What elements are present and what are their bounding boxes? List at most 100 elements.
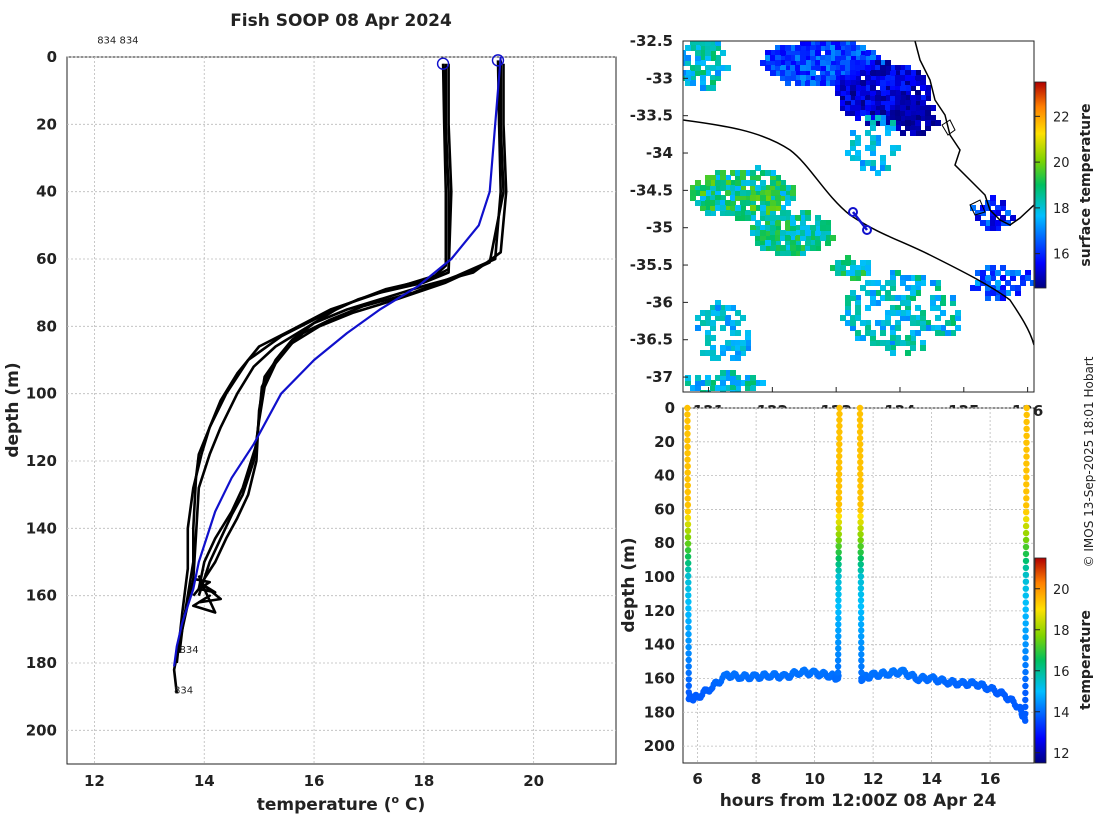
sst-pixel: [865, 65, 871, 71]
section-dot: [857, 501, 864, 508]
sst-pixel: [995, 290, 1001, 296]
sst-pixel: [890, 90, 896, 96]
sst-pixel: [870, 115, 876, 121]
sst-pixel: [870, 300, 876, 306]
section-dot: [684, 417, 691, 425]
sst-pixel: [975, 215, 981, 221]
sst-pixel: [745, 375, 751, 381]
sst-pixel: [790, 190, 796, 196]
sst-pixel: [800, 230, 806, 236]
sst-pixel: [880, 285, 886, 291]
sst-pixel: [860, 165, 866, 171]
sst-pixel: [825, 240, 831, 246]
sst-pixel: [845, 70, 851, 76]
sst-pixel: [905, 75, 911, 81]
sst-pixel: [1000, 220, 1006, 226]
sst-pixel: [795, 45, 801, 51]
sst-pixel: [835, 80, 841, 86]
sst-pixel: [705, 65, 711, 71]
sst-pixel: [840, 80, 846, 86]
sst-pixel: [860, 100, 866, 106]
sst-pixel: [890, 145, 896, 151]
sst-pixel: [840, 75, 846, 81]
sst-pixel: [740, 350, 746, 356]
sst-pixel: [835, 270, 841, 276]
profile-y-tick-label: 160: [26, 587, 57, 605]
sst-pixel: [875, 320, 881, 326]
section-dot: [685, 682, 692, 689]
track-end-marker: [862, 225, 872, 235]
sst-pixel: [730, 390, 736, 392]
sst-pixel: [795, 215, 801, 221]
section-x-tick-label: 6: [692, 770, 702, 788]
sst-pixel: [800, 250, 806, 256]
sst-pixel: [735, 205, 741, 211]
sst-pixel: [855, 80, 861, 86]
sst-pixel: [845, 95, 851, 101]
section-dot: [684, 547, 692, 554]
sst-pixel: [1010, 270, 1016, 276]
sst-pixel: [910, 95, 916, 101]
sst-pixel: [805, 240, 811, 246]
sst-pixel: [730, 190, 736, 196]
sst-pixel: [780, 185, 786, 191]
sst-pixel: [760, 190, 766, 196]
section-dot: [857, 440, 864, 448]
section-dot: [857, 567, 864, 574]
sst-pixel: [920, 345, 926, 351]
sst-pixel: [870, 150, 876, 156]
sst-pixel: [915, 115, 921, 121]
sst-pixel: [840, 260, 846, 266]
sst-pixel: [710, 55, 716, 61]
section-y-label: depth (m): [619, 537, 639, 632]
sst-pixel: [695, 185, 701, 191]
sst-pixel: [780, 190, 786, 196]
sst-pixel: [865, 60, 871, 66]
section-dot: [1022, 592, 1029, 599]
sst-pixel: [890, 280, 896, 286]
sst-pixel: [895, 115, 901, 121]
sst-pixel: [755, 230, 761, 236]
sst-pixel: [870, 280, 876, 286]
sst-pixel: [900, 65, 906, 71]
sst-pixel: [740, 345, 746, 351]
sst-pixel: [690, 70, 696, 76]
sst-pixel: [705, 315, 711, 321]
sst-pixel: [850, 155, 856, 161]
sst-pixel: [720, 200, 726, 206]
sst-pixel: [880, 295, 886, 301]
sst-pixel: [950, 320, 956, 326]
sst-pixel: [785, 80, 791, 86]
section-dot: [836, 416, 843, 424]
sst-pixel: [835, 85, 841, 91]
sst-pixel: [825, 65, 831, 71]
sst-pixel: [760, 195, 766, 201]
sst-pixel: [1000, 295, 1006, 301]
sst-pixel: [920, 105, 926, 111]
sst-pixel: [935, 295, 941, 301]
section-dot: [835, 476, 843, 484]
sst-pixel: [925, 85, 931, 91]
sst-pixel: [780, 60, 786, 66]
section-dot: [684, 495, 691, 502]
sst-pixel: [810, 245, 816, 251]
sst-pixel: [820, 220, 826, 226]
sst-pixel: [690, 80, 696, 86]
sst-pixel: [850, 275, 856, 281]
sst-pixel: [780, 250, 786, 256]
sst-pixel: [855, 150, 861, 156]
sst-pixel: [825, 55, 831, 61]
sst-pixel: [690, 195, 696, 201]
section-dot: [684, 553, 692, 560]
sst-pixel: [880, 85, 886, 91]
sst-pixel: [705, 350, 711, 356]
sst-pixel: [730, 200, 736, 206]
sst-pixel: [800, 235, 806, 241]
sst-pixel: [905, 80, 911, 86]
sst-pixel: [700, 390, 706, 392]
sst-pixel: [800, 70, 806, 76]
sst-pixel: [910, 345, 916, 351]
sst-pixel: [905, 110, 911, 116]
sst-pixel: [770, 225, 776, 231]
sst-pixel: [900, 120, 906, 126]
